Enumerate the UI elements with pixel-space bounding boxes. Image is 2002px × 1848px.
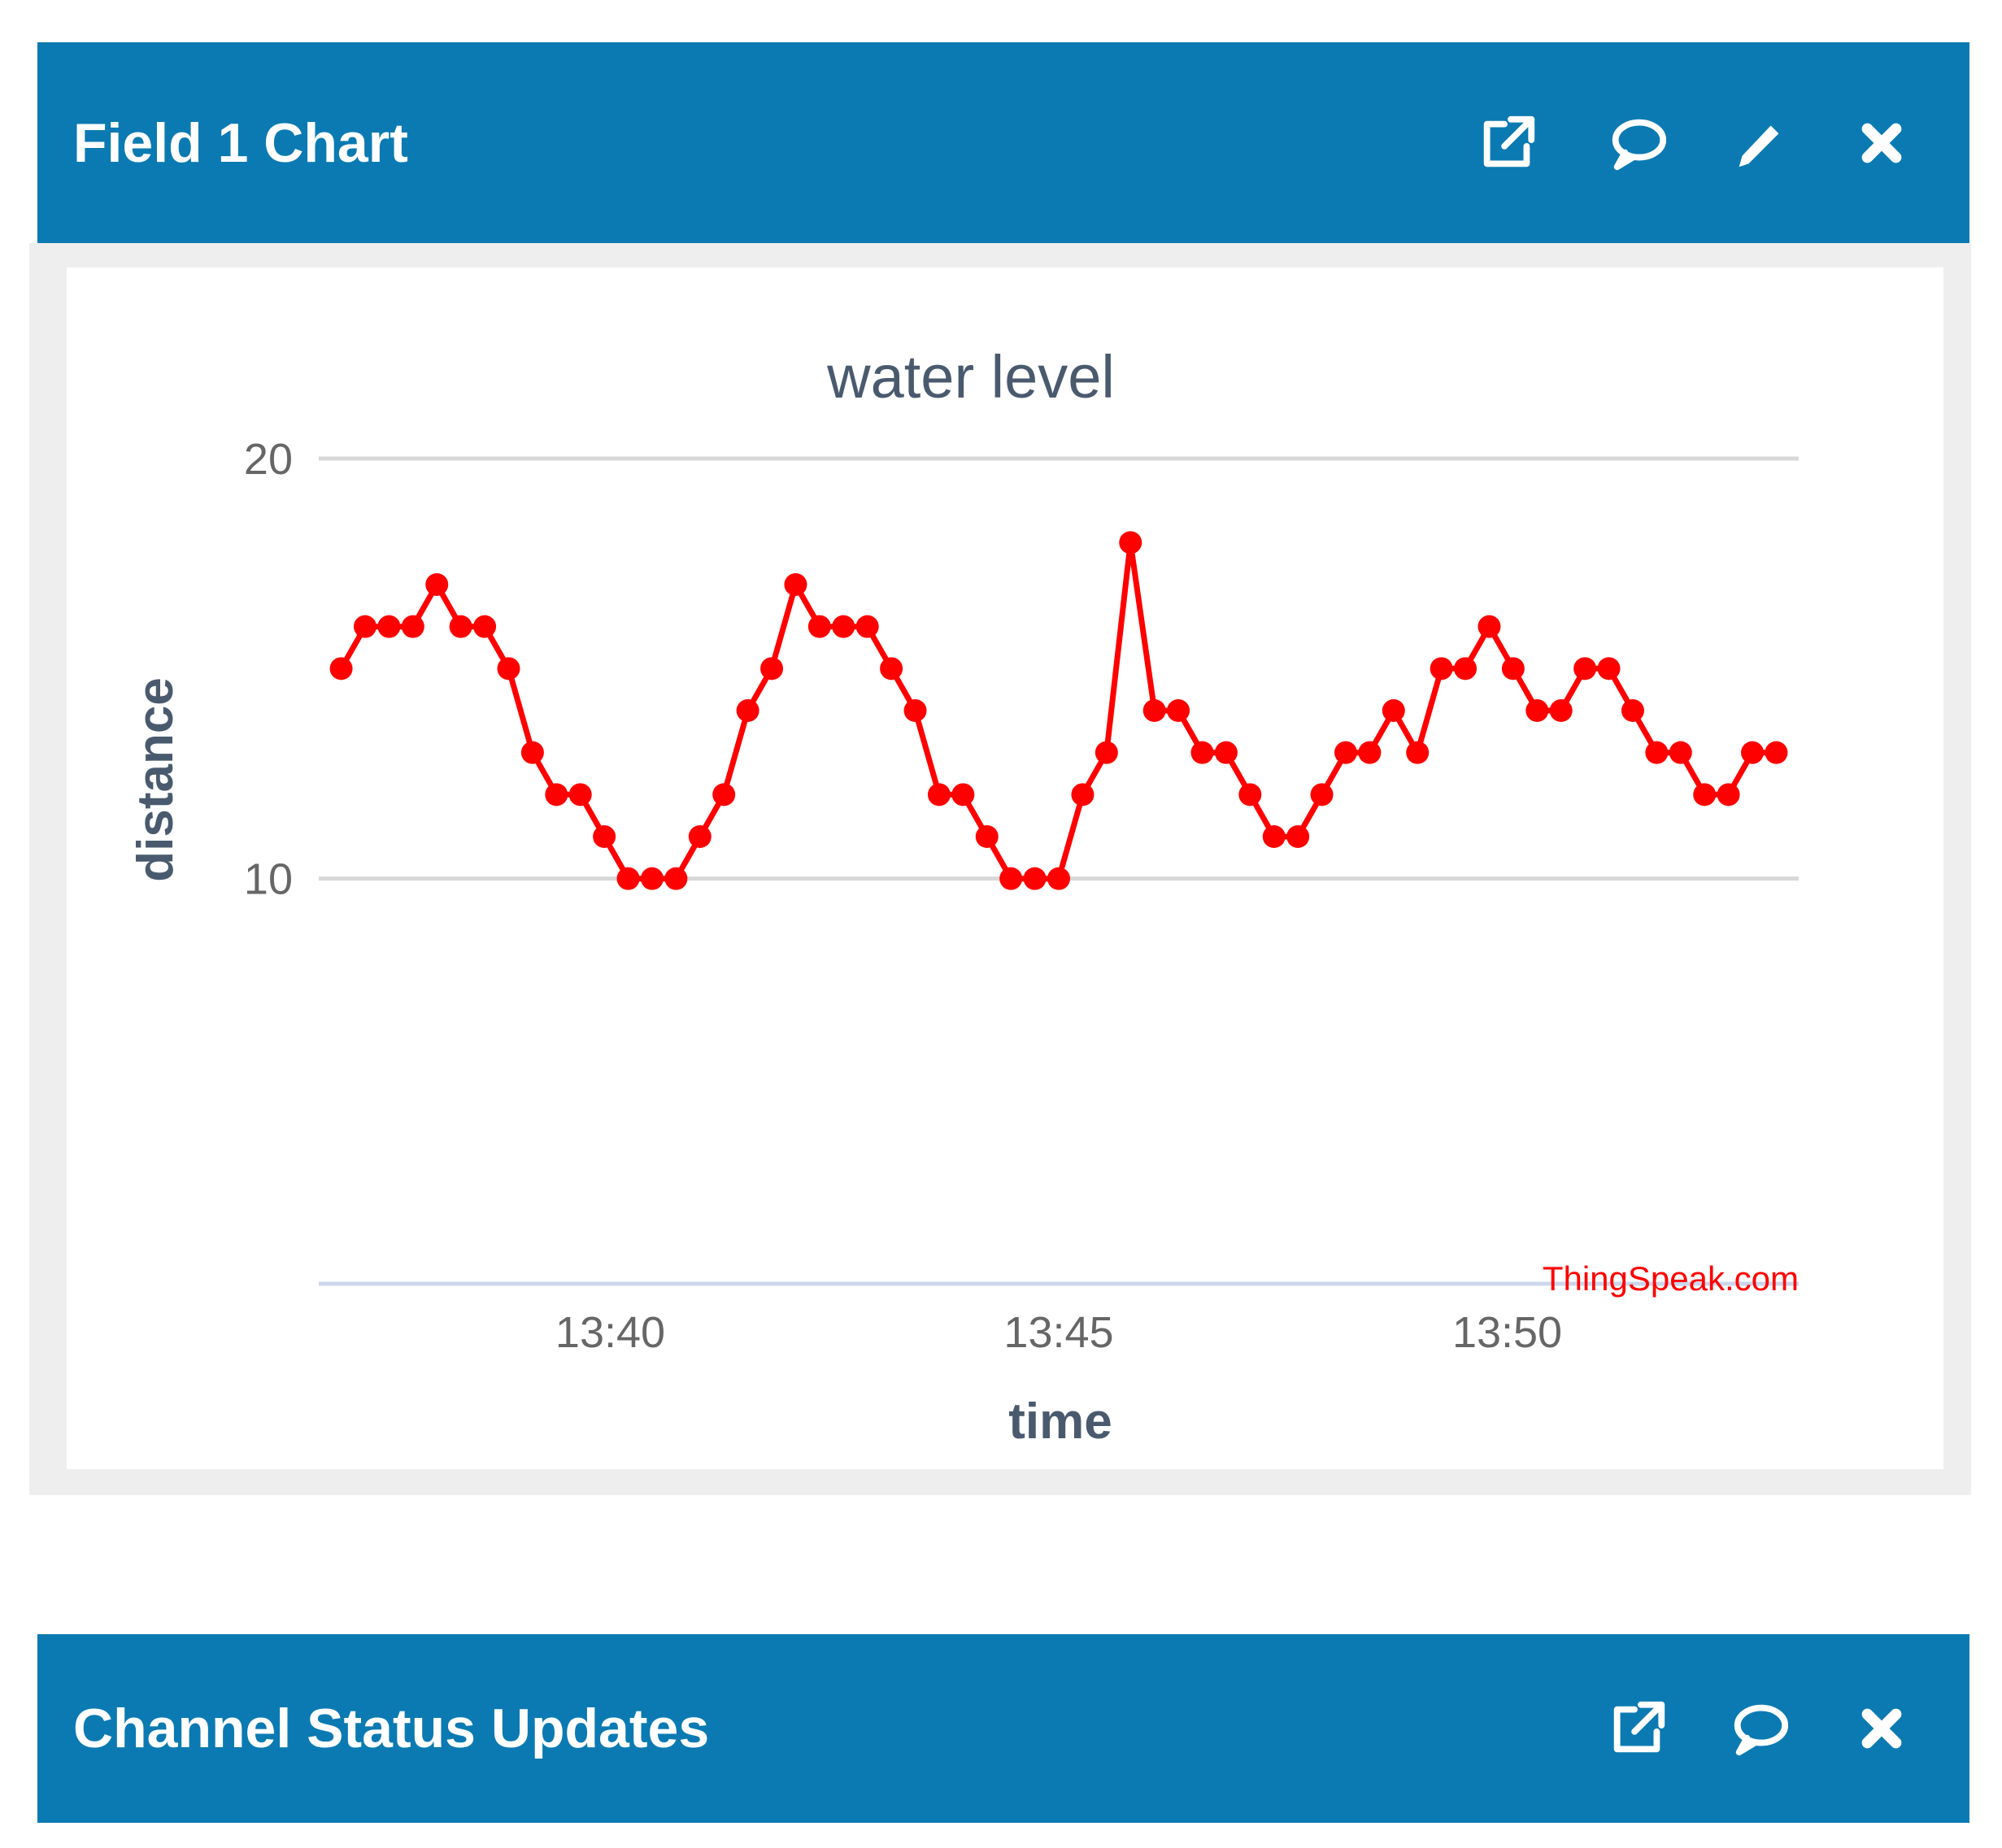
data-point[interactable] (736, 699, 759, 722)
data-point[interactable] (1406, 741, 1430, 764)
data-point[interactable] (1286, 825, 1310, 848)
chart-widget-title: Field 1 Chart (73, 111, 408, 174)
data-point[interactable] (975, 825, 999, 848)
data-point[interactable] (855, 615, 879, 638)
data-point[interactable] (449, 615, 472, 638)
data-point[interactable] (1023, 867, 1047, 890)
chart-title: water level (826, 343, 1115, 411)
chart-panel: water level 10 20 13:40 13:45 13:50 distance… (67, 267, 1943, 1469)
comment-icon[interactable] (1721, 1689, 1799, 1768)
data-point[interactable] (593, 825, 616, 848)
data-point[interactable] (1478, 615, 1501, 638)
data-point[interactable] (1382, 699, 1405, 722)
data-point[interactable] (927, 783, 951, 807)
data-point[interactable] (497, 657, 520, 680)
data-point[interactable] (377, 615, 401, 638)
chart-widget-header: Field 1 Chart (37, 42, 1969, 243)
chart-widget-body: water level 10 20 13:40 13:45 13:50 distance… (29, 243, 1971, 1495)
data-point[interactable] (1310, 783, 1334, 807)
data-point[interactable] (1047, 867, 1070, 890)
data-point[interactable] (1549, 699, 1573, 722)
data-point[interactable] (951, 783, 975, 807)
data-point[interactable] (401, 615, 424, 638)
data-point[interactable] (1190, 741, 1214, 764)
comment-icon[interactable] (1599, 104, 1677, 182)
data-point[interactable] (1645, 741, 1669, 764)
y-tick-label: 20 (244, 435, 293, 484)
data-point[interactable] (1214, 741, 1238, 764)
data-point[interactable] (1669, 741, 1692, 764)
data-point[interactable] (473, 615, 497, 638)
data-point[interactable] (640, 867, 664, 890)
data-point[interactable] (353, 615, 376, 638)
data-point[interactable] (1238, 783, 1262, 807)
data-point[interactable] (1334, 741, 1357, 764)
x-tick-label: 13:40 (555, 1308, 665, 1357)
data-point[interactable] (520, 741, 544, 764)
data-point[interactable] (688, 825, 712, 848)
data-point[interactable] (760, 657, 784, 680)
data-point[interactable] (1597, 657, 1621, 680)
data-point[interactable] (1573, 657, 1597, 680)
data-point[interactable] (1525, 699, 1549, 722)
data-point[interactable] (1717, 783, 1740, 807)
data-point[interactable] (616, 867, 640, 890)
external-link-icon[interactable] (1599, 1689, 1677, 1768)
close-icon[interactable] (1843, 1689, 1921, 1768)
data-point[interactable] (425, 573, 449, 596)
data-point[interactable] (712, 783, 736, 807)
x-tick-label: 13:50 (1452, 1308, 1562, 1357)
data-point[interactable] (880, 657, 903, 680)
data-point[interactable] (545, 783, 568, 807)
data-point[interactable] (664, 867, 688, 890)
status-widget-header: Channel Status Updates (37, 1634, 1969, 1823)
line-chart: water level 10 20 13:40 13:45 13:50 distance… (128, 343, 1799, 1450)
status-widget-title: Channel Status Updates (73, 1698, 710, 1759)
data-point[interactable] (1071, 783, 1095, 807)
data-point[interactable] (1741, 741, 1765, 764)
data-point[interactable] (832, 615, 855, 638)
close-icon[interactable] (1843, 104, 1921, 182)
data-point[interactable] (1430, 657, 1453, 680)
y-axis-title: distance (128, 677, 184, 882)
data-point[interactable] (568, 783, 592, 807)
pencil-icon[interactable] (1721, 104, 1799, 182)
data-point[interactable] (329, 657, 353, 680)
data-point[interactable] (1358, 741, 1382, 764)
data-point[interactable] (1142, 699, 1166, 722)
x-tick-label: 13:45 (1003, 1308, 1113, 1357)
data-point[interactable] (999, 867, 1023, 890)
data-point[interactable] (1119, 531, 1142, 554)
data-point[interactable] (1693, 783, 1717, 807)
data-point[interactable] (807, 615, 831, 638)
data-point[interactable] (1621, 699, 1644, 722)
data-point[interactable] (784, 573, 807, 596)
x-axis-title: time (1008, 1394, 1112, 1450)
data-point[interactable] (1454, 657, 1478, 680)
data-point[interactable] (1262, 825, 1286, 848)
data-point[interactable] (1765, 741, 1788, 764)
data-point[interactable] (903, 699, 927, 722)
y-tick-label: 10 (244, 855, 293, 904)
data-point[interactable] (1167, 699, 1190, 722)
thingspeak-credit-link[interactable]: ThingSpeak.com (1543, 1259, 1799, 1298)
data-point[interactable] (1095, 741, 1118, 764)
external-link-icon[interactable] (1469, 104, 1547, 182)
data-point[interactable] (1501, 657, 1525, 680)
